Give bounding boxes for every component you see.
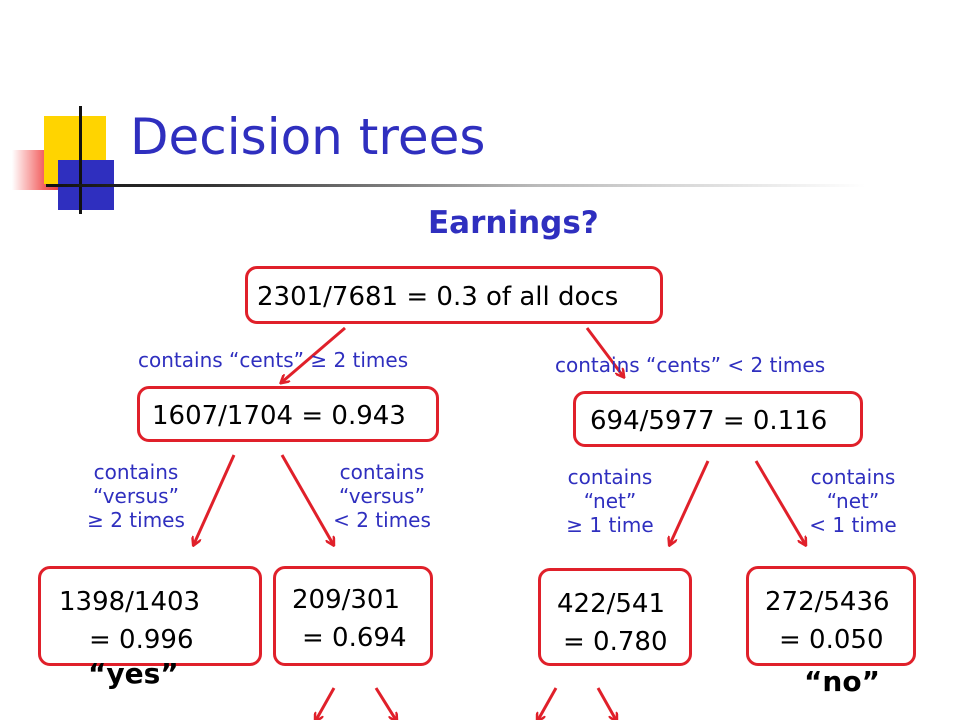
edge-right-right [754, 460, 805, 544]
edge-leaf3-right [596, 687, 616, 720]
internal-node-right-text: 694/5977 = 0.116 [590, 406, 828, 436]
leaf-node-value: 209/301 [292, 585, 401, 615]
leaf-node-ratio: = 0.050 [779, 625, 884, 655]
edge-root-left [282, 326, 346, 382]
tree-question: Earnings? [428, 205, 599, 241]
edge-leaf2-left [316, 687, 336, 720]
edge-label-root-right: contains “cents” < 2 times [555, 353, 826, 377]
internal-node-left-text: 1607/1704 = 0.943 [152, 401, 406, 431]
leaf-node-value: 272/5436 [765, 587, 890, 617]
leaf-node: 422/541 = 0.780 [538, 568, 692, 666]
decor-vertical-rule [79, 106, 82, 214]
edge-label-line: “net” [826, 489, 880, 513]
internal-node-right: 694/5977 = 0.116 [573, 391, 863, 447]
edge-leaf3-left [538, 687, 558, 720]
leaf-node: 209/301 = 0.694 [273, 566, 433, 666]
edge-label-line: ≥ 1 time [566, 513, 654, 537]
edge-label-line: “net” [583, 489, 637, 513]
edge-label-left-right: contains “versus” < 2 times [312, 462, 452, 530]
edge-label-line: “versus” [339, 484, 425, 508]
edge-label-line: contains [567, 465, 653, 489]
edge-label-line: < 2 times [333, 508, 431, 532]
leaf-node: 1398/1403 = 0.996 [38, 566, 262, 666]
edge-left-left [194, 454, 236, 544]
root-node-text: 2301/7681 = 0.3 of all docs [257, 282, 619, 312]
root-node: 2301/7681 = 0.3 of all docs [245, 266, 663, 324]
leaf-node-ratio: = 0.996 [89, 625, 194, 655]
edge-label-right-left: contains “net” ≥ 1 time [545, 467, 675, 535]
leaf-node-ratio: = 0.694 [302, 623, 407, 653]
edge-label-line: ≥ 2 times [87, 508, 185, 532]
title-underline [46, 184, 866, 187]
edge-label-right-right: contains “net” < 1 time [788, 467, 918, 535]
leaf-node-value: 1398/1403 [59, 587, 201, 617]
leaf-label-no: “no” [804, 665, 880, 698]
internal-node-left: 1607/1704 = 0.943 [137, 386, 439, 442]
slide-title: Decision trees [130, 108, 486, 166]
leaf-node-ratio: = 0.780 [563, 627, 668, 657]
leaf-node-value: 422/541 [557, 589, 666, 619]
edge-left-right [280, 454, 333, 544]
edge-label-line: contains [810, 465, 896, 489]
edge-leaf2-right [374, 687, 396, 720]
edge-label-left-left: contains “versus” ≥ 2 times [66, 462, 206, 530]
edge-root-right [585, 327, 623, 376]
leaf-label-yes: “yes” [88, 657, 179, 690]
edge-label-line: “versus” [93, 484, 179, 508]
edge-label-line: < 1 time [809, 513, 897, 537]
edge-label-line: contains [339, 460, 425, 484]
leaf-node: 272/5436 = 0.050 [746, 566, 916, 666]
edge-right-left [670, 460, 710, 544]
edge-label-root-left: contains “cents” ≥ 2 times [138, 348, 409, 372]
edge-label-line: contains [93, 460, 179, 484]
